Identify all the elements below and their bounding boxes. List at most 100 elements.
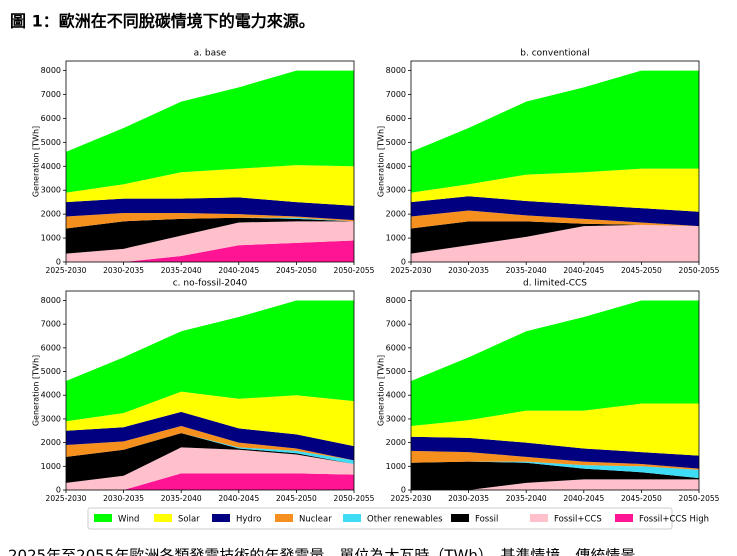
x-tick-label: 2050-2055 (334, 494, 375, 503)
y-tick-label: 4000 (41, 391, 61, 400)
plot-frame (410, 60, 700, 263)
y-tick-label: 6000 (386, 114, 406, 123)
y-tick-label: 7000 (41, 90, 61, 99)
area (411, 436, 699, 469)
y-tick-label: 1000 (41, 462, 61, 471)
chart-title: b. conventional (520, 49, 589, 59)
y-tick-label: 4000 (41, 162, 61, 171)
y-tick-label: 3000 (41, 414, 61, 423)
area (66, 221, 354, 262)
legend-swatch (154, 514, 172, 522)
legend-label: Hydro (236, 515, 261, 525)
area (66, 411, 354, 461)
chart-title: d. limited-CCS (523, 279, 587, 289)
legend-swatch (615, 514, 633, 522)
y-tick-label: 7000 (386, 320, 406, 329)
x-tick-label: 2025-2030 (46, 494, 87, 503)
x-tick-label: 2050-2055 (334, 266, 375, 275)
y-axis-label: Generation [TWh] (377, 126, 386, 197)
x-tick-label: 2045-2050 (276, 494, 317, 503)
legend-label: Solar (178, 515, 200, 525)
plot-frame (65, 290, 355, 491)
y-tick-label: 3000 (386, 414, 406, 423)
y-tick-label: 6000 (386, 343, 406, 352)
legend-frame (87, 507, 673, 530)
heading: 圖 1：歐洲在不同脫碳情境下的電力來源。 (10, 12, 315, 31)
y-axis-label: Generation [TWh] (377, 355, 386, 426)
area (66, 473, 354, 490)
y-tick-label: 5000 (41, 367, 61, 376)
area (411, 461, 699, 479)
area (411, 210, 699, 229)
x-tick-label: 2025-2030 (391, 494, 432, 503)
y-tick-label: 0 (401, 258, 406, 267)
y-tick-label: 0 (56, 486, 61, 495)
y-tick-label: 5000 (41, 138, 61, 147)
y-tick-label: 2000 (41, 210, 61, 219)
legend-swatch (451, 514, 469, 522)
area (66, 300, 354, 422)
chart-title: a. base (194, 49, 227, 59)
area (411, 450, 699, 470)
legend-label: Nuclear (299, 515, 332, 525)
y-axis-label: Generation [TWh] (32, 355, 41, 426)
y-tick-label: 1000 (41, 234, 61, 243)
x-tick-label: 2040-2045 (218, 266, 259, 275)
x-tick-label: 2035-2040 (506, 266, 547, 275)
x-tick-label: 2040-2045 (563, 266, 604, 275)
x-tick-label: 2025-2030 (391, 266, 432, 275)
y-tick-label: 2000 (386, 210, 406, 219)
y-tick-label: 6000 (41, 114, 61, 123)
area (66, 197, 354, 221)
area (411, 168, 699, 212)
x-tick-label: 2030-2035 (103, 266, 144, 275)
y-tick-label: 2000 (386, 438, 406, 447)
area (411, 461, 699, 490)
x-tick-label: 2040-2045 (563, 494, 604, 503)
area (66, 240, 354, 262)
y-tick-label: 7000 (41, 320, 61, 329)
area (66, 70, 354, 193)
area (411, 479, 699, 490)
x-tick-label: 2035-2040 (506, 494, 547, 503)
y-tick-label: 0 (401, 486, 406, 495)
legend-label: Fossil+CCS High (639, 515, 709, 525)
legend-swatch (343, 514, 361, 522)
x-tick-label: 2045-2050 (621, 266, 662, 275)
area (66, 433, 354, 483)
x-tick-label: 2050-2055 (679, 494, 720, 503)
area (66, 217, 354, 254)
x-tick-label: 2035-2040 (161, 494, 202, 503)
y-tick-label: 6000 (41, 343, 61, 352)
plot-frame (410, 290, 700, 491)
y-tick-label: 8000 (41, 66, 61, 75)
x-tick-label: 2050-2055 (679, 266, 720, 275)
area (66, 212, 354, 229)
y-tick-label: 7000 (386, 90, 406, 99)
y-tick-label: 8000 (386, 296, 406, 305)
y-tick-label: 5000 (386, 367, 406, 376)
y-tick-label: 0 (56, 258, 61, 267)
area (411, 224, 699, 262)
y-tick-label: 8000 (41, 296, 61, 305)
legend-swatch (275, 514, 293, 522)
y-axis-label: Generation [TWh] (32, 126, 41, 197)
x-tick-label: 2040-2045 (218, 494, 259, 503)
area (66, 165, 354, 206)
area (66, 426, 354, 461)
x-tick-label: 2045-2050 (276, 266, 317, 275)
y-tick-label: 3000 (386, 186, 406, 195)
chart-title: c. no-fossil-2040 (173, 279, 248, 289)
area (66, 391, 354, 447)
legend-label: Wind (118, 515, 139, 525)
y-tick-label: 4000 (386, 391, 406, 400)
y-tick-label: 2000 (41, 438, 61, 447)
legend-label: Other renewables (367, 515, 443, 525)
area (411, 403, 699, 456)
y-tick-label: 1000 (386, 234, 406, 243)
y-tick-label: 3000 (41, 186, 61, 195)
legend-label: Fossil (475, 515, 498, 525)
area (411, 300, 699, 427)
